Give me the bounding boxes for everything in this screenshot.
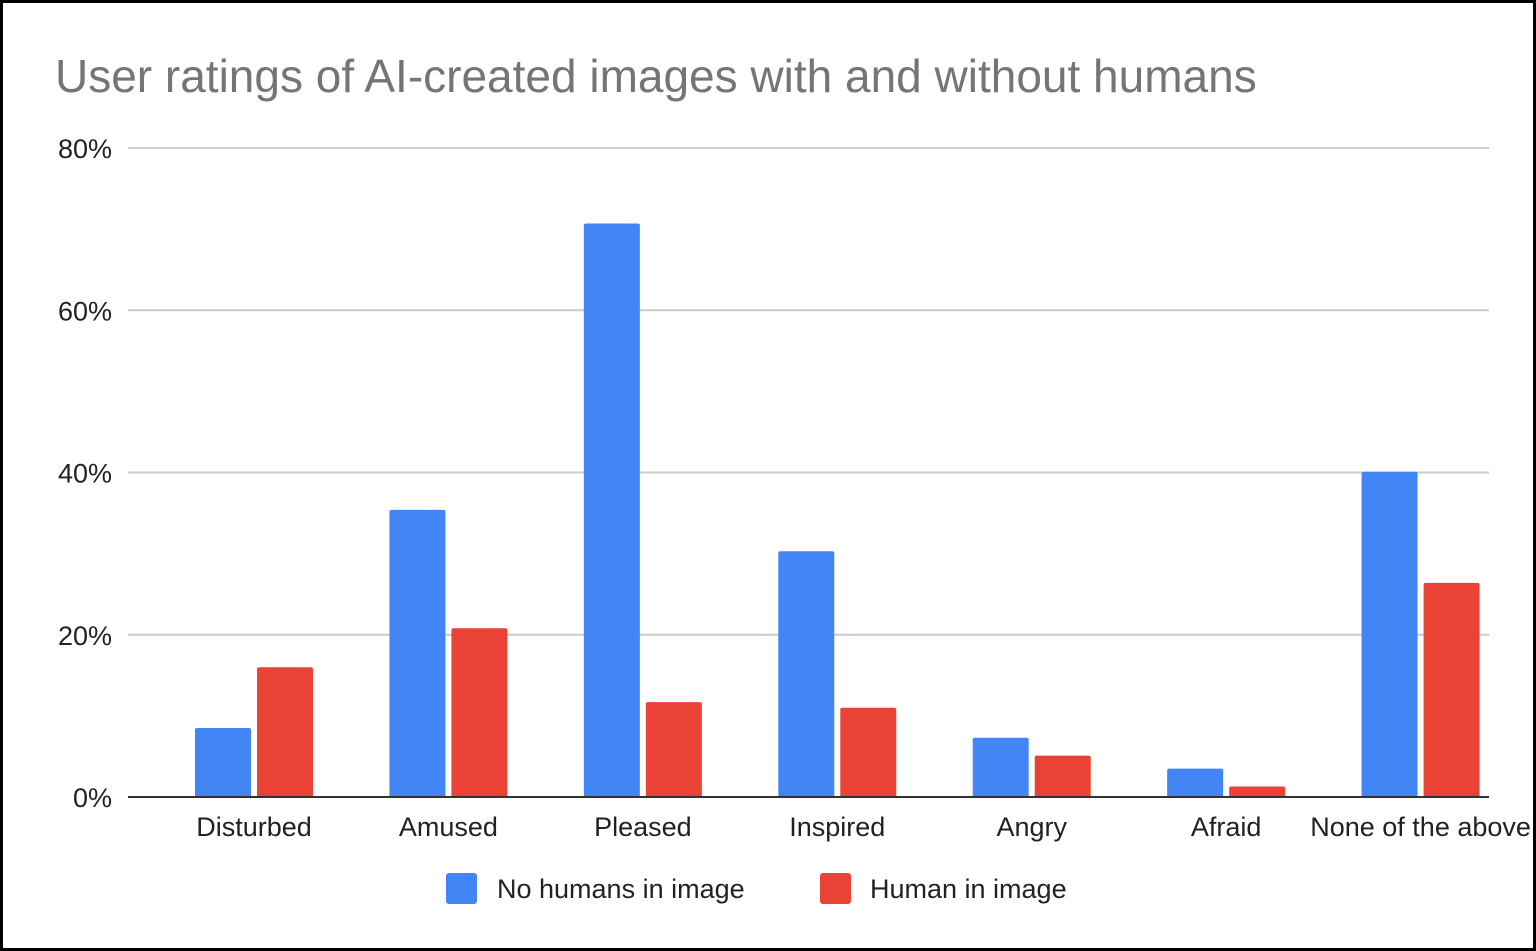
- bar-no-humans-disturbed: [195, 728, 251, 797]
- bar-no-humans-pleased: [583, 223, 640, 798]
- x-tick-label: Amused: [399, 812, 498, 842]
- x-tick-label: Angry: [996, 812, 1067, 842]
- x-tick-label: Afraid: [1191, 812, 1262, 842]
- bar-human-angry: [1034, 755, 1091, 797]
- bar-human-pleased: [645, 702, 702, 797]
- bar-human-none-of-the-above: [1423, 582, 1480, 797]
- bar-human-inspired: [840, 707, 897, 797]
- y-tick-label: 40%: [58, 459, 112, 489]
- x-tick-label: None of the above: [1310, 812, 1531, 842]
- bar-no-humans-afraid: [1167, 768, 1224, 797]
- legend-swatch: [446, 873, 477, 904]
- x-tick-label: Inspired: [789, 812, 885, 842]
- legend-swatch: [820, 873, 851, 904]
- y-axis-ticks: 0% 20% 40% 60% 80%: [58, 134, 112, 813]
- bar-no-humans-amused: [389, 509, 446, 797]
- x-tick-label: Pleased: [594, 812, 692, 842]
- x-tick-label: Disturbed: [196, 812, 312, 842]
- bars: [195, 223, 1480, 798]
- y-tick-label: 20%: [58, 621, 112, 651]
- legend-label: Human in image: [870, 874, 1067, 904]
- legend-label: No humans in image: [497, 874, 745, 904]
- bar-human-afraid: [1229, 786, 1286, 797]
- y-tick-label: 60%: [58, 296, 112, 326]
- chart-title: User ratings of AI-created images with a…: [55, 50, 1257, 102]
- y-tick-label: 0%: [73, 783, 112, 813]
- bar-no-humans-inspired: [778, 551, 835, 797]
- bar-no-humans-none-of-the-above: [1361, 471, 1418, 797]
- legend: No humans in image Human in image: [446, 873, 1067, 904]
- x-axis-ticks: Disturbed Amused Pleased Inspired Angry Afrai…: [196, 812, 1531, 842]
- bar-human-disturbed: [257, 667, 313, 797]
- y-tick-label: 80%: [58, 134, 112, 164]
- bar-no-humans-angry: [972, 737, 1029, 797]
- bar-human-amused: [451, 628, 508, 797]
